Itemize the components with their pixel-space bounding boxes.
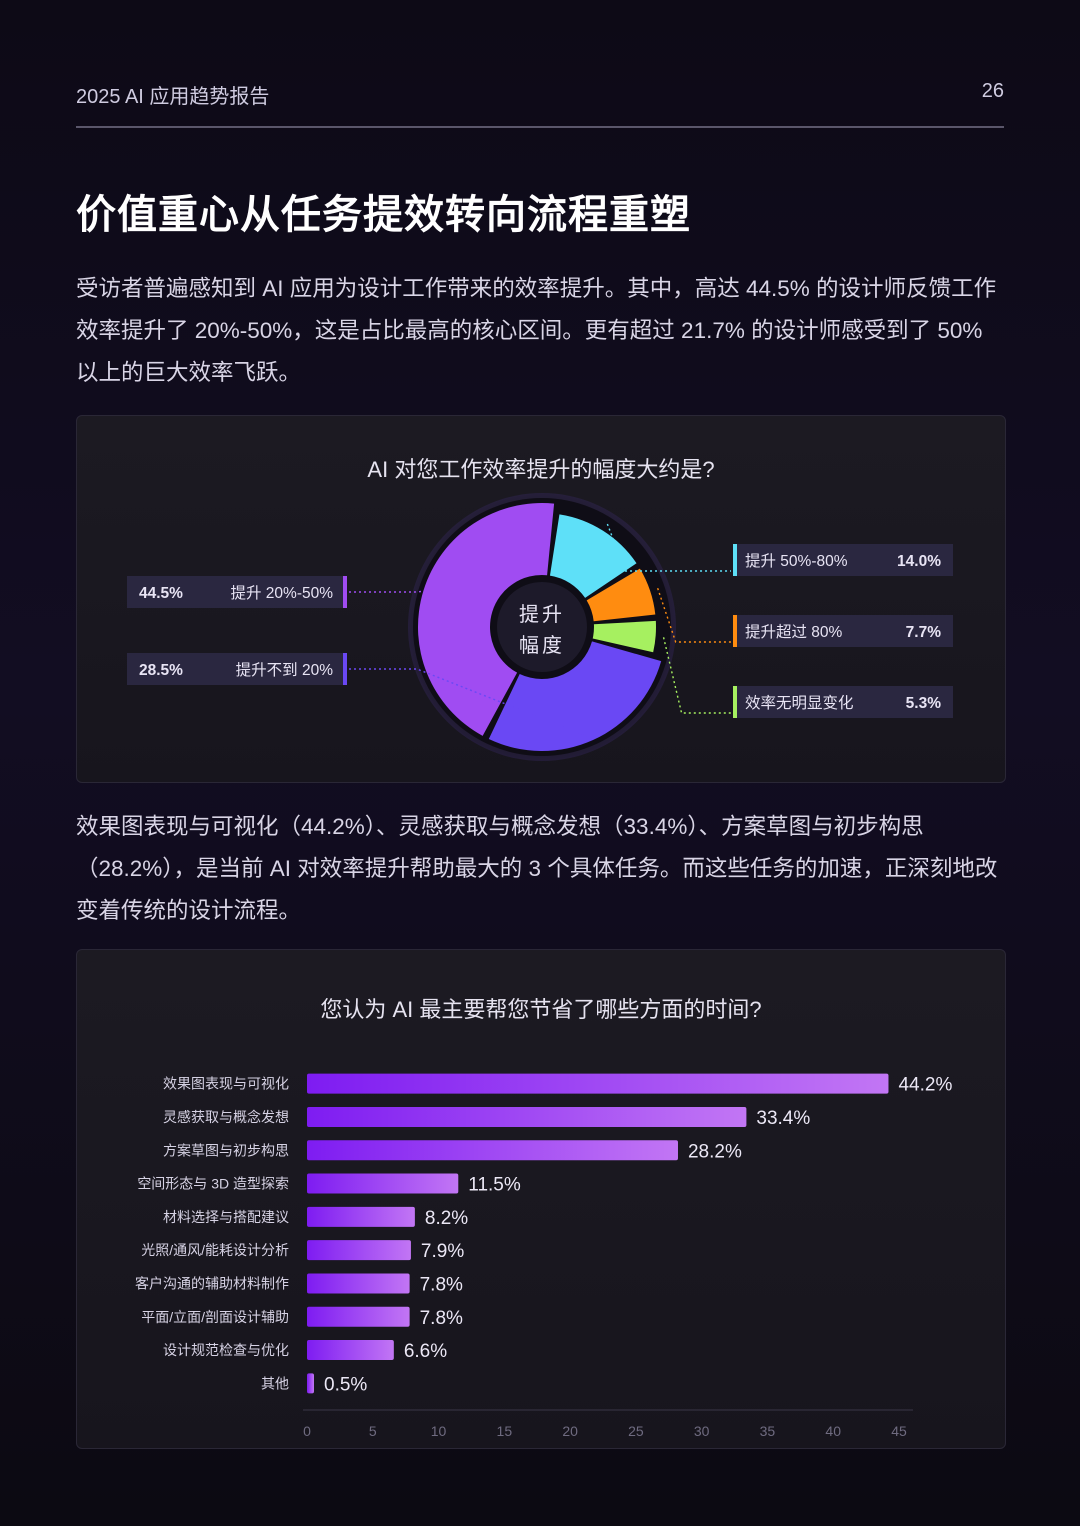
bar-value-label: 44.2%	[898, 1075, 952, 1096]
bar	[307, 1306, 410, 1327]
legend-label: 提升不到 20%	[236, 661, 334, 679]
legend-box	[733, 544, 953, 576]
leader-line	[662, 637, 731, 714]
x-tick-label: 45	[891, 1423, 907, 1439]
x-tick-label: 5	[369, 1423, 377, 1439]
donut-center	[491, 576, 593, 678]
page-header: 2025 AI 应用趋势报告 26	[76, 78, 1004, 128]
bar-value-label: 0.5%	[324, 1374, 367, 1395]
legend-value: 44.5%	[139, 585, 183, 602]
category-label: 设计规范检查与优化	[163, 1342, 289, 1358]
category-label: 方案草图与初步构思	[163, 1142, 289, 1158]
legend-label: 提升超过 80%	[745, 623, 843, 641]
donut-chart-title: AI 对您工作效率提升的幅度大约是?	[367, 457, 715, 482]
legend-label: 提升 20%-50%	[230, 584, 333, 602]
intro-paragraph: 受访者普遍感知到 AI 应用为设计工作带来的效率提升。其中，高达 44.5% 的…	[76, 276, 997, 385]
legend-box	[127, 653, 347, 685]
legend-box	[733, 615, 953, 647]
report-title: 2025 AI 应用趋势报告	[76, 86, 270, 108]
bar	[307, 1140, 678, 1161]
leader-line	[606, 523, 731, 572]
bar-chart: 效果图表现与可视化 44.2% 灵感获取与概念发想 33.4% 方案草图与初步构思 28.…	[135, 1073, 952, 1439]
bar-value-label: 8.2%	[425, 1208, 468, 1229]
x-tick-label: 0	[303, 1423, 311, 1439]
category-label: 灵感获取与概念发想	[163, 1109, 289, 1125]
legend-value: 7.7%	[906, 624, 942, 641]
legend-accent	[343, 653, 347, 685]
legend-value: 14.0%	[897, 553, 941, 570]
donut-slice	[586, 568, 656, 622]
legend-label: 提升 50%-80%	[745, 552, 848, 570]
x-tick-label: 30	[694, 1423, 710, 1439]
bar	[307, 1206, 415, 1227]
bar	[307, 1073, 889, 1094]
donut-slice	[417, 503, 555, 736]
legend-accent	[733, 544, 737, 576]
task-paragraph: 效果图表现与可视化（44.2%）、灵感获取与概念发想（33.4%）、方案草图与初…	[76, 814, 998, 923]
bar-value-label: 33.4%	[756, 1108, 810, 1129]
legend-box	[733, 686, 953, 718]
bar	[307, 1240, 411, 1261]
bar-value-label: 28.2%	[688, 1141, 742, 1162]
bar	[307, 1173, 459, 1194]
legend-accent	[733, 686, 737, 718]
category-label: 客户沟通的辅助材料制作	[135, 1275, 289, 1291]
legend-label: 效率无明显变化	[745, 694, 854, 712]
bar	[307, 1373, 314, 1394]
bar	[307, 1273, 410, 1294]
bar-value-label: 6.6%	[404, 1341, 447, 1362]
category-label: 空间形态与 3D 造型探索	[137, 1176, 289, 1192]
x-tick-label: 10	[431, 1423, 447, 1439]
donut-slice	[592, 620, 657, 653]
bar-chart-card: 您认为 AI 最主要帮您节省了哪些方面的时间? 效果图表现与可视化 44.2% 灵感…	[76, 949, 1006, 1449]
bar-chart-title: 您认为 AI 最主要帮您节省了哪些方面的时间?	[320, 997, 762, 1022]
donut-slice	[488, 641, 662, 751]
bar-value-label: 7.8%	[420, 1308, 463, 1329]
x-tick-label: 25	[628, 1423, 644, 1439]
bar	[307, 1340, 394, 1361]
page-title: 价值重心从任务提效转向流程重塑	[76, 193, 691, 237]
category-label: 光照/通风/能耗设计分析	[141, 1242, 289, 1258]
legend-accent	[343, 576, 347, 608]
donut-slice	[549, 514, 637, 598]
x-tick-label: 15	[497, 1423, 513, 1439]
donut-chart-card: AI 对您工作效率提升的幅度大约是? 提升幅度 44.5% 提升 20%-50% 28…	[76, 415, 1006, 783]
category-label: 其他	[261, 1375, 289, 1391]
leader-line	[657, 587, 731, 643]
leader-line	[349, 590, 426, 593]
page-number: 26	[981, 80, 1004, 102]
legend-value: 28.5%	[139, 662, 183, 679]
bar-value-label: 7.8%	[420, 1274, 463, 1295]
bar-value-label: 7.9%	[421, 1241, 464, 1262]
x-tick-label: 35	[760, 1423, 776, 1439]
category-label: 材料选择与搭配建议	[163, 1209, 289, 1225]
donut-center-label: 提升	[519, 603, 565, 626]
x-tick-label: 40	[825, 1423, 841, 1439]
bar	[307, 1106, 747, 1127]
bar-value-label: 11.5%	[468, 1175, 521, 1196]
legend-value: 5.3%	[906, 695, 942, 712]
legend-box	[127, 576, 347, 608]
category-label: 平面/立面/剖面设计辅助	[141, 1309, 289, 1325]
donut-center-label: 幅度	[519, 634, 565, 657]
legend-accent	[733, 615, 737, 647]
x-tick-label: 20	[562, 1423, 578, 1439]
category-label: 效果图表现与可视化	[163, 1076, 289, 1092]
